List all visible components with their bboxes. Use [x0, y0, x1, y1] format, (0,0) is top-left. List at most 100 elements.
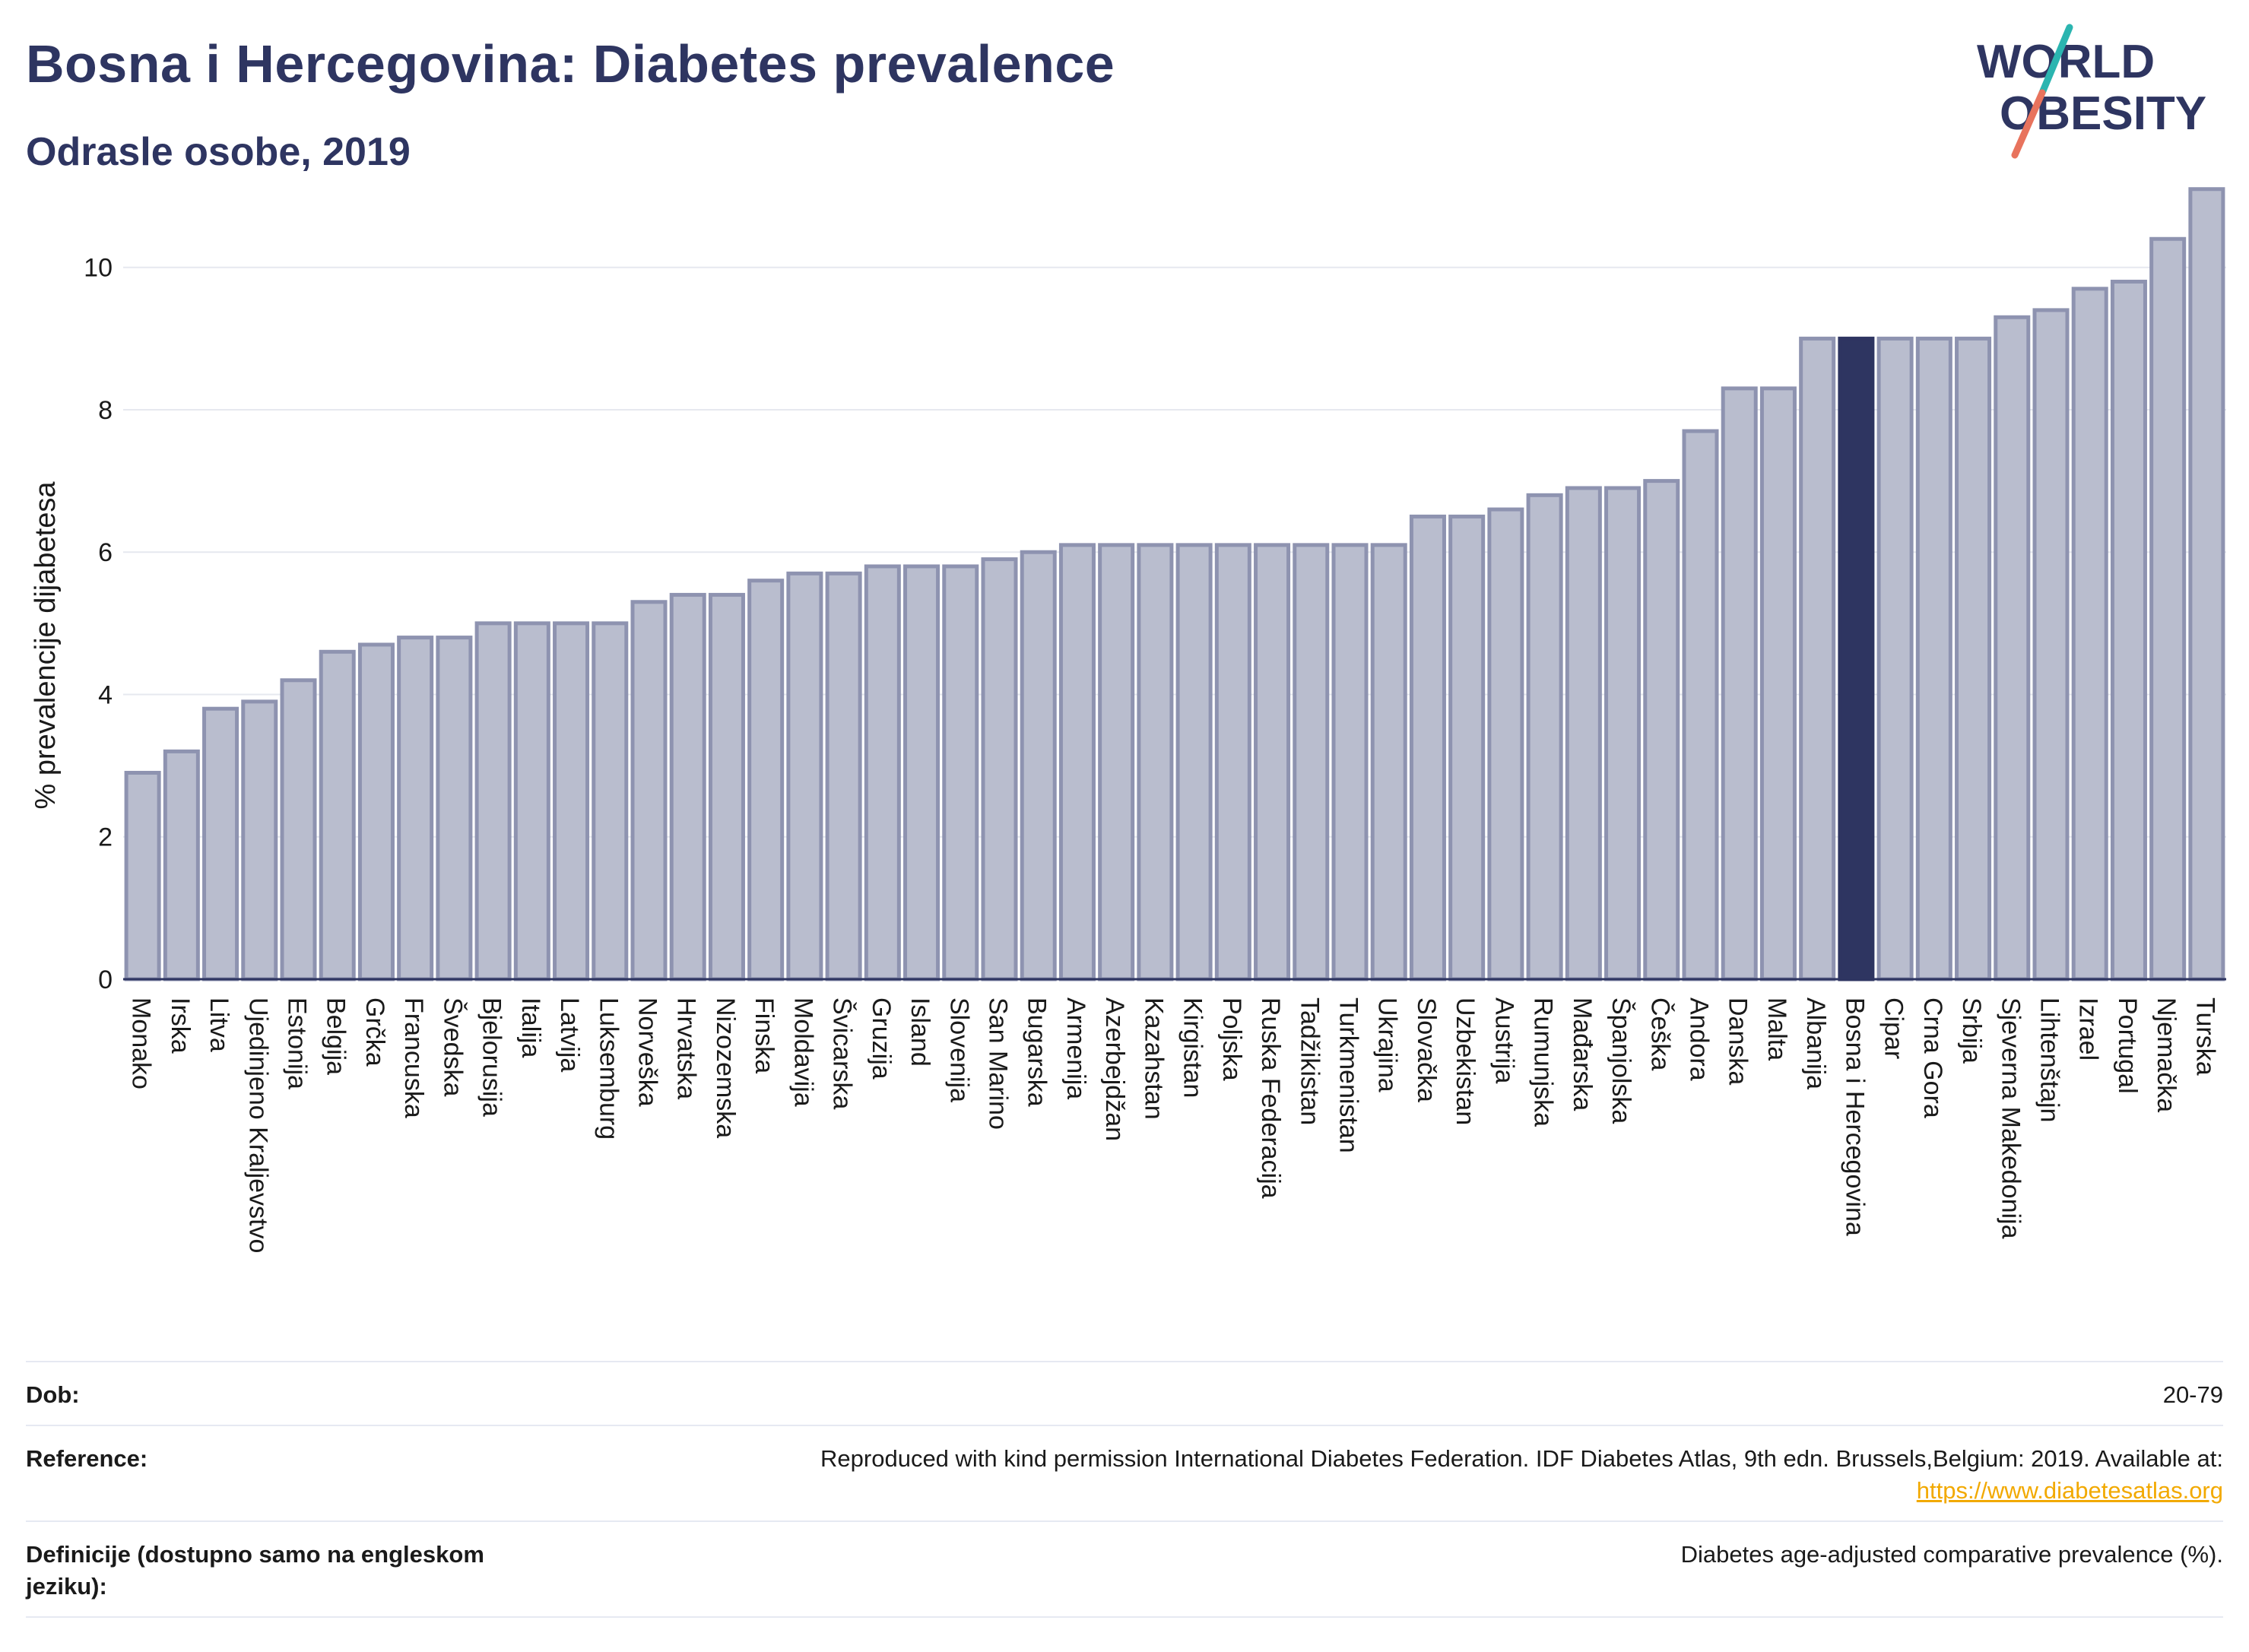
bar [1214, 543, 1251, 981]
x-tick-label: Cipar [1879, 997, 1908, 1059]
x-tick-label: Hrvatska [672, 997, 701, 1099]
bar [825, 571, 862, 981]
x-tick-label: Uzbekistan [1451, 997, 1480, 1125]
y-tick-label: 8 [98, 396, 113, 425]
bar [436, 636, 473, 981]
x-tick-label: Crna Gora [1918, 997, 1947, 1118]
definition-value: Diabetes age-adjusted comparative preval… [1680, 1541, 2223, 1568]
chart-subtitle: Odrasle osobe, 2019 [26, 130, 411, 174]
reference-label: Reference: [26, 1445, 148, 1472]
x-tick-label: Irska [166, 997, 195, 1054]
x-tick-label: Tadžikistan [1295, 997, 1324, 1125]
reference-link[interactable]: https://www.diabetesatlas.org [1916, 1477, 2223, 1504]
x-tick-label: Češka [1645, 997, 1674, 1070]
bar [747, 579, 785, 981]
bar [2071, 287, 2108, 981]
bar-layer [124, 187, 2225, 981]
x-tick-label: Bugarska [1023, 997, 1052, 1107]
info-row-definition: Definicije (dostupno samo na engleskom j… [26, 1520, 2223, 1618]
x-tick-label: Švicarska [828, 997, 857, 1109]
bar [474, 621, 512, 981]
bar [1876, 336, 1914, 981]
x-tick-label: Italija [516, 997, 545, 1057]
x-tick-label: Turkmenistan [1334, 997, 1363, 1153]
x-tick-label: Monako [127, 997, 156, 1089]
bar [669, 592, 706, 981]
x-tick-label: Nizozemska [711, 997, 740, 1138]
bar [981, 557, 1018, 981]
reference-value: Reproduced with kind permission Internat… [820, 1443, 2223, 1507]
x-tick-label: Gruzija [867, 997, 896, 1080]
x-tick-label: San Marino [984, 997, 1013, 1130]
bar [1838, 336, 1875, 981]
bar [553, 621, 590, 981]
x-tick-label: Francuska [399, 997, 428, 1118]
bar [1565, 486, 1602, 981]
x-tick-label: Andora [1685, 997, 1714, 1081]
x-tick-label: Danska [1724, 997, 1753, 1085]
x-tick-label: Litva [205, 997, 233, 1052]
bar [1643, 479, 1680, 981]
x-tick-label: Albanija [1801, 997, 1830, 1089]
x-tick-label: Kirgistan [1178, 997, 1207, 1098]
x-tick-label: Finska [750, 997, 779, 1073]
x-tick-label: Sjeverna Makedonija [1996, 997, 2025, 1239]
x-tick-label: Španjolska [1607, 997, 1635, 1124]
x-label-layer: Monako Irska Litva Ujedinjeno Kraljevstvo Es… [127, 997, 2220, 1253]
bar [1098, 543, 1135, 981]
bar [630, 600, 668, 981]
age-value: 20-79 [2162, 1381, 2223, 1408]
x-tick-label: Moldavija [788, 997, 817, 1107]
age-label: Dob: [26, 1381, 80, 1408]
bar [163, 749, 200, 981]
bar [1175, 543, 1213, 981]
x-tick-label: Latvija [555, 997, 584, 1072]
x-tick-label: Ruska Federacija [1256, 997, 1285, 1199]
reference-text: Reproduced with kind permission Internat… [820, 1445, 2223, 1472]
x-tick-label: Turska [2190, 997, 2219, 1076]
logo-slash-bottom [2011, 89, 2046, 159]
x-tick-label: Grčka [360, 997, 389, 1067]
bar [202, 706, 239, 981]
info-table: Dob: 20-79 Reference: Reproduced with ki… [26, 1361, 2223, 1618]
bar [1915, 336, 1952, 981]
bar [1682, 429, 1719, 981]
bar [1448, 514, 1486, 981]
bar [592, 621, 629, 981]
bar [864, 564, 901, 981]
grid-layer [123, 266, 2226, 838]
bar [942, 564, 979, 981]
x-tick-label: Luksemburg [594, 997, 623, 1140]
logo-slash-top [2038, 24, 2073, 97]
bar [1020, 550, 1057, 981]
bar [1799, 336, 1836, 981]
y-tick-label: 4 [98, 680, 113, 709]
bar [1526, 493, 1563, 981]
y-tick-label: 2 [98, 823, 113, 852]
y-tick-label: 10 [84, 254, 113, 283]
bar [1721, 386, 1758, 981]
bar [1370, 543, 1407, 981]
bar [1254, 543, 1291, 981]
bar [903, 564, 941, 981]
bar-chart: 0 2 4 6 8 10 Monako Irska Litva Ujedinjeno Kralj… [30, 187, 2226, 1253]
bar [1137, 543, 1174, 981]
bar [786, 571, 823, 981]
x-tick-label: Mađarska [1568, 997, 1597, 1111]
bar [1331, 543, 1369, 981]
chart-title: Bosna i Hercegovina: Diabetes prevalence [26, 34, 1115, 94]
bar [397, 636, 434, 981]
x-tick-label: Njemačka [2152, 997, 2181, 1112]
x-tick-label: Švedska [438, 997, 467, 1096]
bar [1293, 543, 1330, 981]
x-tick-label: Slovenija [944, 997, 973, 1102]
info-row-reference: Reference: Reproduced with kind permissi… [26, 1425, 2223, 1520]
x-tick-label: Lihtenštajn [2035, 997, 2064, 1122]
x-tick-label: Ukrajina [1373, 997, 1402, 1092]
bar [241, 699, 278, 981]
x-tick-label: Bosna i Hercegovina [1840, 997, 1869, 1236]
bar [1487, 507, 1524, 981]
bar [1604, 486, 1642, 981]
x-tick-label: Rumunjska [1529, 997, 1558, 1127]
x-tick-label: Norveška [633, 997, 662, 1107]
